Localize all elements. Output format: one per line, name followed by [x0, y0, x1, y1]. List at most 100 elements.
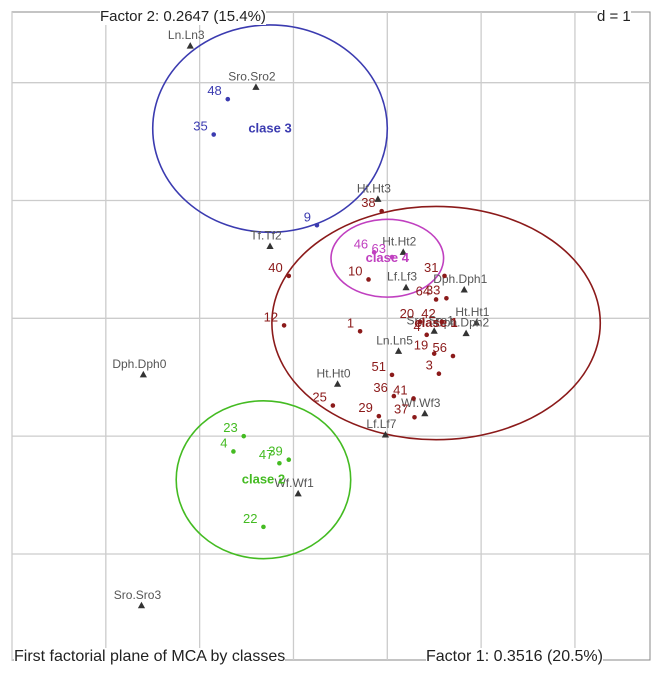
point-label: 47: [259, 447, 273, 462]
class-point: [417, 319, 423, 325]
class-point: [450, 353, 456, 359]
point-label: 4: [220, 435, 227, 450]
chart-title: First factorial plane of MCA by classes: [14, 648, 286, 666]
modality-label: Lf.Lf7: [366, 417, 396, 431]
modality-marker: [266, 242, 274, 249]
class-point: [424, 332, 430, 338]
point-label: 35: [193, 119, 207, 134]
modality-marker: [374, 195, 382, 202]
class-point: [389, 372, 395, 378]
class-point: [442, 273, 447, 279]
class-point: [261, 524, 266, 530]
class-point: [286, 273, 292, 279]
class-point: [231, 449, 236, 454]
modality-label: Lf.Lf3: [387, 270, 417, 284]
class-name-label: clase 1: [414, 315, 457, 330]
modality-label: Ht.Ht3: [357, 181, 391, 195]
class-point: [371, 250, 377, 255]
class-point: [277, 460, 282, 466]
class-point: [412, 414, 417, 420]
modality-label: Wf.Wf1: [274, 476, 314, 490]
point-label: 19: [414, 338, 428, 353]
class-point: [376, 413, 382, 419]
modality-label: Ln.Ln5: [376, 333, 413, 347]
point-label: 42: [421, 306, 435, 321]
class-point: [225, 96, 231, 102]
point-label: 1: [347, 315, 354, 330]
point-label: 56: [433, 340, 447, 355]
class-name-label: clase 2: [242, 472, 285, 487]
modality-marker: [402, 283, 410, 291]
class-point: [286, 457, 292, 463]
class-point: [389, 254, 395, 260]
class-point: [211, 132, 217, 137]
modality-label: Ht.Ht0: [317, 366, 351, 380]
modality-marker: [399, 248, 407, 255]
class-point: [433, 297, 439, 302]
point-label: 36: [373, 380, 387, 395]
point-label: 22: [243, 511, 257, 526]
class-point: [431, 351, 437, 356]
modality-label: Ht.Ht1: [455, 305, 489, 319]
point-label: 51: [372, 359, 386, 374]
point-label: 46: [354, 236, 368, 251]
class-point: [411, 396, 416, 401]
point-label: 3: [426, 358, 433, 373]
class-ellipse-clase-3: [151, 24, 389, 234]
point-label: 39: [268, 444, 282, 459]
class-point: [241, 433, 247, 439]
point-label: 41: [393, 382, 407, 397]
modality-marker: [430, 327, 438, 334]
point-label: 63: [372, 241, 386, 256]
class-ellipse-clase-2: [175, 400, 352, 560]
modality-label: Sro.Sro2: [228, 69, 276, 83]
modality-marker: [294, 489, 302, 497]
modality-label: Dph.Dph0: [112, 357, 166, 371]
class-point: [314, 222, 320, 228]
class-point: [444, 295, 449, 301]
modality-marker: [186, 42, 194, 49]
modality-marker: [137, 601, 146, 609]
y-axis-label: Factor 2: 0.2647 (15.4%): [100, 8, 266, 25]
class-name-label: clase 3: [248, 121, 291, 136]
x-axis-label: Factor 1: 0.3516 (20.5%): [426, 648, 603, 666]
modality-marker: [252, 83, 260, 90]
modality-marker: [462, 329, 470, 337]
class-ellipse-clase-1: [271, 205, 602, 441]
point-label: 20: [400, 306, 414, 321]
point-label: 31: [424, 260, 438, 275]
class-point: [281, 323, 287, 328]
point-label: 10: [348, 263, 362, 278]
class-ellipse-clase-4: [330, 218, 445, 298]
modality-label: Sro.Sro3: [114, 588, 162, 602]
point-label: 4: [413, 319, 420, 334]
modality-marker: [472, 319, 481, 326]
point-label: 9: [304, 209, 311, 224]
point-label: 29: [358, 400, 372, 415]
modality-label: Wf.Wf3: [401, 396, 441, 410]
point-label: 33: [426, 282, 440, 297]
modality-label: Dph.Dph2: [435, 316, 489, 330]
class-point: [366, 277, 371, 282]
modality-label: Dph.Dph1: [433, 272, 487, 286]
modality-marker: [139, 370, 147, 378]
modality-marker: [333, 380, 342, 387]
plot-frame: [11, 11, 651, 661]
class-point: [391, 393, 397, 399]
modality-label: Tf.Tf2: [250, 228, 282, 242]
class-point: [330, 403, 336, 408]
point-label: 23: [223, 420, 237, 435]
modality-marker: [381, 430, 390, 438]
modality-marker: [394, 347, 403, 354]
scale-label: d = 1: [597, 8, 631, 25]
point-label: 25: [312, 390, 326, 405]
modality-marker: [421, 409, 429, 417]
point-label: 12: [264, 309, 278, 324]
point-label: 64: [416, 283, 430, 298]
class-point: [379, 208, 384, 214]
point-label: 48: [207, 83, 221, 98]
modality-marker: [460, 286, 468, 293]
class-name-label: clase 4: [366, 250, 410, 265]
